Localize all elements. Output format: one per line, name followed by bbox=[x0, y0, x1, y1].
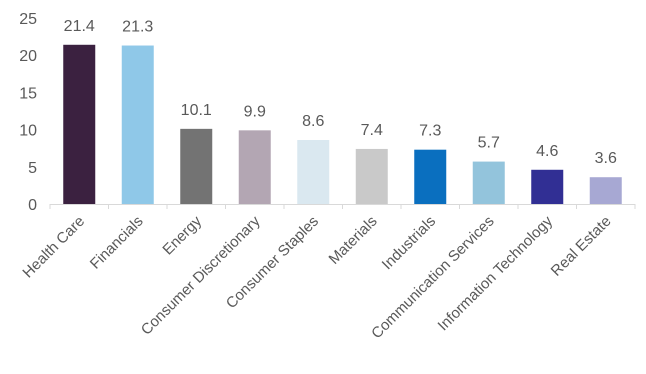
y-tick-label: 15 bbox=[19, 85, 37, 102]
bar bbox=[121, 45, 154, 204]
bar bbox=[355, 148, 388, 204]
x-tick-label: Consumer Discretionary bbox=[138, 212, 264, 338]
bar bbox=[414, 149, 447, 204]
y-tick-label: 20 bbox=[19, 48, 37, 65]
bar bbox=[531, 169, 564, 204]
x-tick-label: Real Estate bbox=[548, 213, 615, 280]
bars bbox=[63, 44, 622, 205]
bar bbox=[238, 130, 271, 204]
value-labels: 21.4 21.3 10.1 9.9 8.6 7.4 7.3 5.7 4.6 3.6 bbox=[64, 18, 617, 167]
data-label: 5.7 bbox=[478, 135, 500, 152]
x-tick-label: Materials bbox=[326, 213, 381, 268]
bar bbox=[297, 140, 330, 204]
data-label: 10.1 bbox=[181, 102, 212, 119]
data-label: 3.6 bbox=[595, 150, 617, 167]
x-tick-label: Information Technology bbox=[435, 212, 557, 334]
data-label: 21.4 bbox=[64, 18, 95, 35]
y-axis: 0 5 10 15 20 25 bbox=[19, 11, 37, 214]
data-label: 9.9 bbox=[244, 103, 266, 120]
bar bbox=[63, 44, 96, 205]
data-label: 7.4 bbox=[361, 122, 383, 139]
data-label: 7.3 bbox=[419, 123, 441, 140]
bar bbox=[472, 161, 505, 204]
y-tick-label: 10 bbox=[19, 123, 37, 140]
y-tick-label: 0 bbox=[28, 197, 37, 214]
data-label: 8.6 bbox=[302, 113, 324, 130]
x-tick-label: Financials bbox=[87, 213, 147, 273]
bar bbox=[180, 128, 213, 204]
x-tick-label: Industrials bbox=[379, 213, 439, 273]
x-tick-label: Energy bbox=[159, 212, 205, 258]
bar bbox=[589, 177, 622, 204]
y-tick-label: 5 bbox=[28, 160, 37, 177]
x-tick-label: Health Care bbox=[19, 213, 88, 282]
data-label: 21.3 bbox=[122, 19, 153, 36]
y-tick-label: 25 bbox=[19, 11, 37, 28]
data-label: 4.6 bbox=[536, 143, 558, 160]
